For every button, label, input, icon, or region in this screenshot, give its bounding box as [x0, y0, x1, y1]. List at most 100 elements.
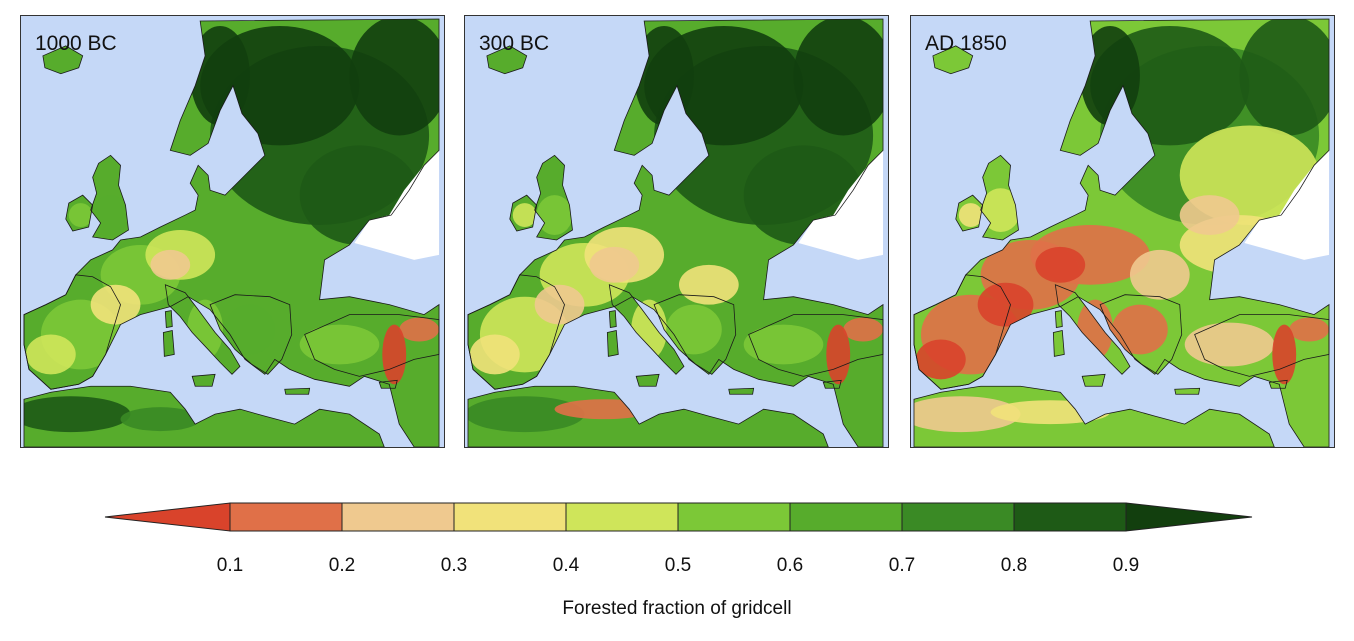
forest-fraction-patch	[23, 396, 131, 433]
coastline	[635, 373, 660, 387]
coastline	[1268, 379, 1288, 389]
forest-fraction-patch	[958, 203, 983, 228]
land-corsica	[609, 310, 617, 328]
coastline	[1099, 294, 1183, 375]
coastline	[728, 387, 755, 395]
forest-fraction-patch	[349, 18, 440, 136]
coastline	[1174, 387, 1201, 395]
forest-fraction-patch	[536, 195, 573, 235]
land-corsica	[165, 310, 173, 328]
colorbar-tick-label: 0.5	[664, 555, 692, 576]
land-sardinia	[1053, 330, 1065, 357]
forest-fraction-patch	[92, 195, 129, 235]
colorbar-segment	[229, 502, 343, 532]
land-iceland	[486, 45, 527, 74]
forest-fraction-patch	[1239, 18, 1330, 136]
coastline	[191, 373, 216, 387]
land-corsica	[1055, 310, 1063, 328]
forest-fraction-patch	[382, 324, 407, 385]
coastline	[42, 45, 84, 75]
panel-label: 300 BC	[479, 32, 550, 55]
forest-fraction-patch	[977, 282, 1034, 327]
europe-forest-map	[21, 16, 444, 447]
coastline	[509, 194, 538, 232]
coastline	[284, 387, 311, 395]
colorbar	[104, 502, 1253, 532]
land-sicily	[1082, 374, 1106, 387]
coastline	[980, 154, 1019, 241]
forest-fraction-patch	[666, 304, 722, 355]
coastline	[1054, 310, 1063, 329]
coastline	[164, 284, 241, 375]
colorbar-tick-label: 0.4	[552, 555, 580, 576]
colorbar-tick-label: 0.6	[776, 555, 804, 576]
forest-fraction-patch	[225, 304, 275, 355]
coastline	[1052, 330, 1065, 357]
no-data-area	[1244, 150, 1330, 260]
coastline	[913, 274, 1011, 390]
coastline	[932, 45, 974, 75]
map-panel-300bc: 300 BC	[464, 15, 889, 448]
colorbar-segment	[341, 502, 455, 532]
colorbar-extend-low	[104, 502, 231, 532]
panel-label: 1000 BC	[35, 32, 117, 55]
land-crete	[728, 388, 754, 395]
forest-fraction-patch	[793, 18, 884, 136]
colorbar-tick-label: 0.1	[216, 555, 244, 576]
land-sardinia	[607, 330, 619, 357]
forest-fraction-patch	[150, 249, 191, 280]
coastline	[23, 385, 385, 447]
no-data-area	[354, 150, 440, 260]
forest-fraction-patch	[915, 339, 966, 380]
coastline	[65, 194, 94, 232]
colorbar-segment	[901, 502, 1015, 532]
forest-fraction-patch	[90, 284, 141, 325]
coastline	[378, 379, 398, 389]
forest-fraction-patch	[1129, 249, 1190, 300]
forest-fraction-patch	[826, 324, 851, 385]
coastline	[1194, 314, 1330, 377]
colorbar-tick-label: 0.3	[440, 555, 468, 576]
land-crete	[284, 388, 310, 395]
map-panel-ad1850: AD 1850	[910, 15, 1335, 448]
colorbar-tick-label: 0.8	[1000, 555, 1028, 576]
coastline	[467, 274, 565, 390]
coastline	[822, 379, 842, 389]
forest-fraction-patch	[743, 324, 824, 365]
land-sardinia	[163, 330, 175, 357]
coastline	[653, 294, 737, 375]
coastline	[913, 385, 1275, 447]
coastline	[90, 154, 129, 241]
forest-fraction-patch	[512, 203, 537, 228]
forest-fraction-patch	[1035, 246, 1086, 283]
coastline	[209, 294, 293, 375]
coastline	[608, 284, 685, 375]
coastline	[1054, 284, 1131, 375]
coastline	[23, 274, 121, 390]
forest-fraction-patch	[913, 396, 1021, 433]
forest-fraction-patch	[534, 284, 585, 325]
forest-fraction-patch	[1179, 195, 1240, 235]
map-panel-1000bc: 1000 BC	[20, 15, 445, 448]
colorbar-segment	[1013, 502, 1127, 532]
forest-fraction-patch	[399, 317, 440, 342]
forest-fraction-patch	[120, 407, 201, 432]
forest-fraction-patch	[1184, 322, 1275, 367]
europe-forest-map	[465, 16, 888, 447]
land-sicily	[192, 374, 216, 387]
forest-fraction-patch	[843, 317, 884, 342]
coastline	[467, 385, 829, 447]
forest-fraction-patch	[467, 396, 585, 433]
colorbar-tick-label: 0.9	[1112, 555, 1140, 576]
land-crete	[1174, 388, 1200, 395]
land-iceland	[42, 45, 83, 74]
coastline	[608, 310, 617, 329]
forest-fraction-patch	[678, 264, 739, 305]
colorbar-tick-label: 0.7	[888, 555, 916, 576]
coastline	[534, 154, 573, 241]
land-africa	[23, 386, 385, 447]
forest-fraction-patch	[589, 246, 640, 283]
coastline	[606, 330, 619, 357]
colorbar-segment	[453, 502, 567, 532]
forest-fraction-patch	[1112, 304, 1168, 355]
